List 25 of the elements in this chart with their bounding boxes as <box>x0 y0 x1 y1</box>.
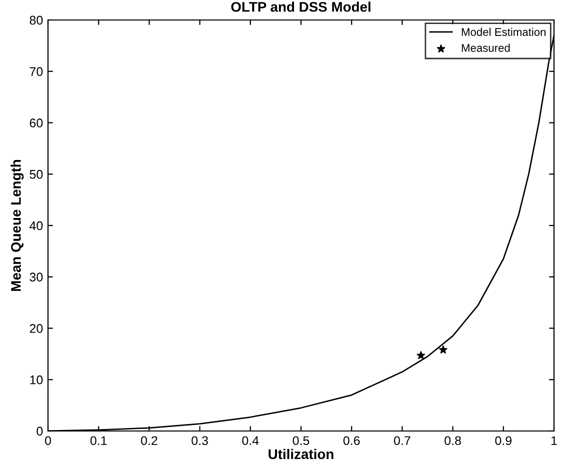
y-tick-label: 30 <box>30 272 43 282</box>
y-tick-label: 20 <box>30 324 43 333</box>
x-tick-label: 0.9 <box>495 436 512 446</box>
y-tick-label: 40 <box>30 221 43 230</box>
y-axis-title: Mean Queue Length <box>10 160 24 291</box>
y-tick-label: 70 <box>30 67 43 76</box>
x-tick-label: 1 <box>551 436 557 445</box>
x-tick-label: 0.2 <box>141 436 158 446</box>
y-tick-label: 0 <box>36 426 43 436</box>
x-tick-label: 0 <box>45 436 51 446</box>
x-tick-label: 0.3 <box>192 436 208 446</box>
y-tick-label: 60 <box>30 118 43 128</box>
x-tick-label: 0.7 <box>394 436 410 446</box>
chart-title: OLTP and DSS Model <box>231 2 370 12</box>
y-tick-label: 80 <box>30 16 43 25</box>
x-tick-label: 0.1 <box>90 436 107 446</box>
x-tick-label: 0.8 <box>444 436 461 446</box>
y-tick-label: 10 <box>30 375 43 384</box>
y-tick-label: 50 <box>30 170 43 179</box>
x-axis-title: Utilization <box>268 448 334 460</box>
legend-label: Measured <box>462 44 510 52</box>
x-tick-label: 0.5 <box>292 436 310 446</box>
legend-label: Model Estimation <box>462 28 546 36</box>
x-tick-label: 0.6 <box>343 436 360 446</box>
x-tick-label: 0.4 <box>242 436 259 446</box>
